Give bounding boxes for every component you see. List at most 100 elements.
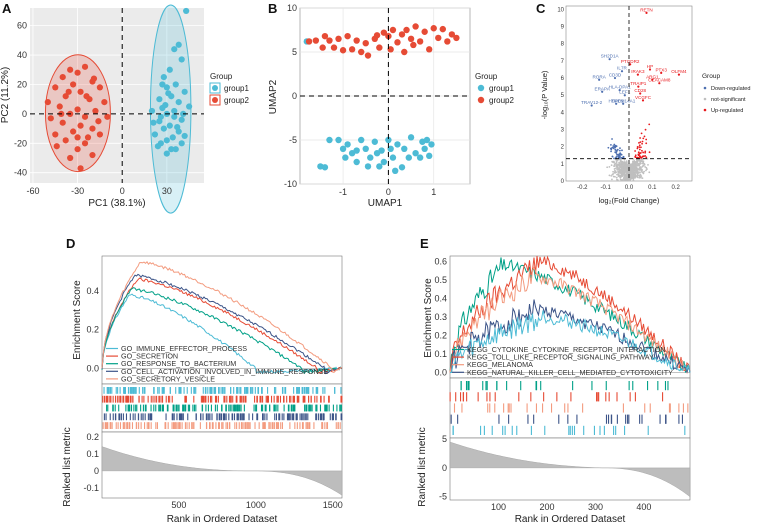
volcano-gene-label: ARG1 [646, 74, 659, 79]
gsea-legend-label-1: GO_IMMUNE_EFFECTOR_PROCESS [121, 344, 247, 353]
volcano-point-ns [643, 170, 646, 173]
pca-point-group2 [81, 140, 89, 147]
volcano-gene-label: LEF1 [619, 90, 630, 95]
volcano-x-tick-label: 0.2 [671, 185, 680, 191]
gsea-go-es-axis-title: Enrichment Score [72, 280, 83, 360]
volcano-point-ns [621, 166, 624, 169]
umap-point-group2 [326, 37, 333, 44]
volcano-point-up [641, 149, 643, 152]
umap-legend-label-group1: group1 [489, 84, 514, 93]
volcano-point-ns [625, 162, 627, 164]
pca-point-group2 [56, 103, 63, 110]
volcano-point-up [644, 151, 647, 154]
volcano-point-ns [619, 168, 621, 171]
volcano-point-ns [638, 176, 641, 179]
umap-y-tick-label: 5 [292, 47, 297, 57]
umap-point-group2 [364, 52, 372, 59]
pca-point-group1 [159, 81, 166, 88]
umap-point-group2 [319, 44, 326, 51]
volcano-point-ns [618, 161, 621, 164]
volcano-gene-label: SH2D1A [601, 54, 620, 59]
pca-y-tick-label: 0 [22, 109, 27, 119]
volcano-point-ns [629, 163, 632, 166]
pca-x-tick-label: 30 [162, 186, 172, 196]
gsea-metric-tick-label: 5 [442, 434, 447, 444]
pca-point-group2 [52, 131, 59, 138]
umap-point-group2 [305, 38, 313, 45]
volcano-gene-label: TRAV12-2 [581, 100, 603, 105]
volcano-point-down [613, 143, 616, 146]
volcano-point-down [618, 156, 621, 159]
pca-point-group2 [53, 143, 60, 150]
umap-point-group2 [348, 46, 356, 53]
volcano-point-ns [616, 173, 618, 176]
gsea-go-ranked-metric [101, 446, 343, 496]
gsea-metric-area [449, 441, 691, 498]
volcano-points [590, 11, 681, 182]
volcano-point-ns [623, 163, 626, 166]
pca-point-group2 [67, 154, 74, 162]
pca-point-group2 [62, 137, 69, 144]
pca-legend-dot-group2 [212, 97, 218, 103]
volcano-point-ns [623, 171, 625, 173]
pca-legend-label-group2: group2 [224, 96, 249, 105]
pca-y-tick-label: 60 [17, 21, 27, 31]
pca-point-group1 [165, 90, 172, 97]
gsea-go-x-axis-title: Rank in Ordered Dataset [167, 514, 278, 525]
volcano-point-up [639, 141, 642, 144]
volcano-labeled-point-up [645, 11, 648, 14]
volcano-point-ns [630, 175, 632, 178]
pca-plot-background [30, 8, 204, 183]
gsea-es-curve-3 [449, 266, 691, 375]
volcano-point-up [638, 146, 641, 149]
umap-point-group1 [407, 134, 415, 141]
pca-point-group1 [148, 107, 156, 115]
pca-point-group2 [65, 88, 72, 95]
umap-point-group1 [367, 154, 374, 161]
volcano-point-up [642, 137, 645, 140]
pca-point-group2 [84, 134, 92, 141]
volcano-labeled-point-up [677, 73, 681, 76]
pca-point-group1 [174, 124, 181, 131]
volcano-point-down [616, 149, 619, 151]
pca-y-tick-label: 20 [17, 79, 27, 89]
volcano-y-tick-label: 6 [561, 76, 565, 82]
volcano-labeled-point-up [636, 73, 639, 76]
umap-point-group2 [380, 29, 388, 36]
umap-legend-dot-group1 [477, 84, 485, 92]
gsea-es-curve-4 [450, 299, 691, 373]
volcano-point-ns [642, 164, 645, 167]
volcano-point-ns [608, 174, 611, 177]
umap-point-group2 [426, 46, 433, 53]
volcano-point-ns [626, 169, 629, 171]
gsea-metric-area [101, 446, 343, 496]
pca-point-group1 [171, 46, 178, 53]
umap-point-group2 [435, 34, 442, 42]
volcano-point-down [610, 143, 612, 146]
pca-legend-key-group2 [209, 94, 221, 106]
pca-point-group2 [62, 93, 69, 100]
gsea-legend-label-3: GO_RESPONSE_TO_BACTERIUM [121, 359, 236, 368]
volcano-point-ns [634, 168, 637, 171]
volcano-point-ns [639, 161, 642, 164]
volcano-point-ns [618, 174, 620, 177]
volcano-point-up [641, 142, 643, 145]
volcano-point-ns [619, 172, 621, 174]
volcano-point-ns [628, 178, 630, 181]
pca-point-group1 [175, 41, 182, 48]
umap-point-group1 [376, 163, 383, 170]
panel-letter-a: A [2, 1, 12, 16]
umap-point-group1 [335, 136, 342, 144]
panel-a: A -60 -30 0 30 -40 -20 0 20 40 60 PC1 (38.1%) PC2… [0, 1, 249, 214]
volcano-point-ns [608, 165, 611, 168]
gsea-go-es-curves [101, 261, 343, 375]
volcano-point-down [618, 153, 621, 156]
volcano-point-up [640, 146, 642, 149]
panel-letter-e: E [420, 236, 429, 251]
pca-point-group1 [169, 134, 176, 141]
volcano-x-tick-label: -0.2 [577, 185, 588, 191]
volcano-point-up [637, 153, 640, 156]
